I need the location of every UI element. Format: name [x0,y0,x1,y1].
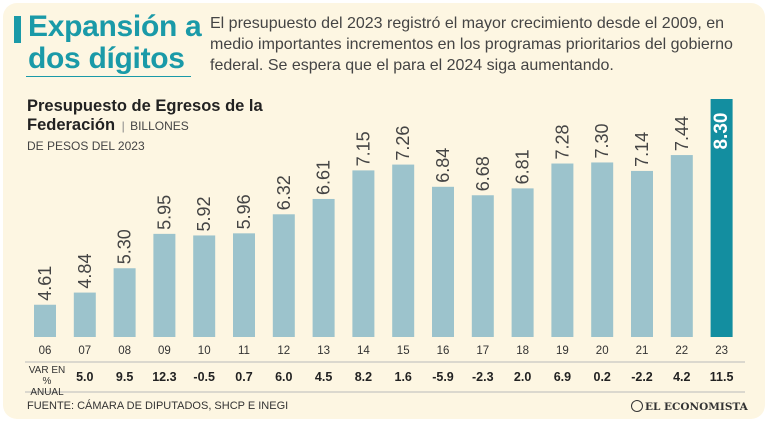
annual-change-19: 6.9 [554,370,571,384]
chart-units-1: BILLONES [130,119,189,133]
brand-name: EL ECONOMISTA [645,401,748,413]
annual-change-10: -0.5 [193,370,215,384]
year-label-19: 19 [556,345,569,357]
year-label-15: 15 [397,345,410,357]
bar-06 [34,304,56,337]
annual-change-13: 4.5 [315,370,332,384]
chart-units-2: DE PESOS DEL 2023 [27,139,145,153]
annual-change-21: -2.2 [631,370,653,384]
chart-title: Presupuesto de Egresos de la Federación … [27,97,287,136]
value-label-21: 7.14 [632,132,652,167]
value-label-18: 6.81 [513,149,533,184]
annual-change-07: 5.0 [76,370,93,384]
annual-change-23: 11.5 [710,370,734,384]
value-label-06: 4.61 [35,266,55,301]
year-label-14: 14 [357,345,370,357]
bar-20 [591,162,614,337]
value-label-10: 5.92 [194,196,214,231]
bar-chart: 4.61 06 4.84 07 5.0 5.30 08 9.5 5.95 09 12.3 5.92 10… [25,99,745,393]
value-label-08: 5.30 [115,229,135,264]
annual-change-22: 4.2 [673,370,690,384]
year-label-06: 06 [39,345,52,357]
value-label-13: 6.61 [314,160,334,195]
value-label-17: 6.68 [473,156,493,191]
annual-change-12: 6.0 [275,370,292,384]
annual-change-label: VAR EN % ANUAL [28,365,66,398]
value-label-15: 7.26 [393,126,413,161]
annual-change-11: 0.7 [235,370,252,384]
annual-change-14: 8.2 [355,370,372,384]
year-label-18: 18 [516,345,529,357]
brand-logo: EL ECONOMISTA [631,400,748,413]
year-label-13: 13 [317,345,330,357]
annual-change-20: 0.2 [594,370,611,384]
value-label-22: 7.44 [672,116,692,151]
year-label-16: 16 [437,345,450,357]
value-label-12: 6.32 [274,175,294,210]
bar-14 [352,170,375,337]
chart-title-main: Presupuesto de Egresos de la Federación [27,97,263,134]
annual-change-08: 9.5 [116,370,133,384]
bar-12 [272,214,295,337]
annual-change-18: 2.0 [514,370,531,384]
value-label-20: 7.30 [592,123,612,158]
chart-units: | BILLONES [121,119,189,133]
headline: Expansión a dos dígitos [28,10,202,75]
value-label-07: 4.84 [75,254,95,289]
year-label-12: 12 [277,345,290,357]
headline-divider [26,76,191,77]
value-label-14: 7.15 [353,131,373,166]
year-label-10: 10 [198,345,211,357]
bar-10 [193,235,216,337]
value-label-11: 5.96 [234,194,254,229]
annual-change-09: 12.3 [152,370,176,384]
value-label-19: 7.28 [552,124,572,159]
year-label-17: 17 [476,345,489,357]
year-label-08: 08 [118,345,131,357]
bar-08 [113,268,136,337]
intro-text: El presupuesto del 2023 registró el mayo… [210,15,733,74]
bar-23 [710,99,733,337]
bar-11 [233,233,255,337]
year-label-22: 22 [675,345,688,357]
year-label-21: 21 [636,345,649,357]
bar-22 [670,155,693,337]
bar-16 [432,186,454,337]
value-label-23: 8.30 [711,113,732,150]
source-note: FUENTE: CÁMARA DE DIPUTADOS, SHCP E INEG… [27,400,289,412]
value-label-16: 6.84 [433,148,453,183]
annual-change-15: 1.6 [395,370,412,384]
year-label-23: 23 [715,345,728,357]
year-label-09: 09 [158,345,171,357]
year-label-20: 20 [596,345,609,357]
bar-18 [511,188,534,337]
bar-19 [551,163,574,337]
bar-13 [312,198,335,337]
bar-07 [73,292,96,337]
bar-17 [471,195,494,337]
infographic-card: Expansión a dos dígitos El presupuesto d… [3,3,765,419]
title-accent-bar [14,16,21,43]
brand-icon [631,400,643,412]
bar-21 [631,170,653,337]
annual-change-17: -2.3 [472,370,494,384]
year-label-07: 07 [78,345,91,357]
annual-change-16: -5.9 [432,370,454,384]
year-label-11: 11 [238,345,250,357]
bar-09 [153,233,176,337]
bar-15 [392,164,415,337]
value-label-09: 5.95 [154,195,174,230]
